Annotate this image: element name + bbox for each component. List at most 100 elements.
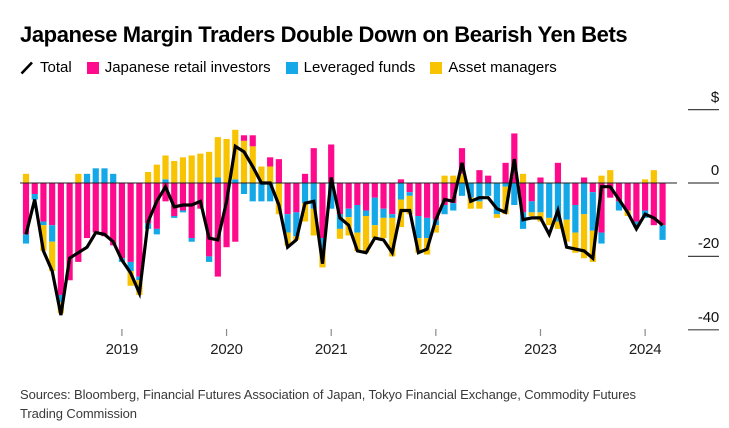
bar-segment (267, 183, 274, 202)
bar-segment (458, 173, 466, 183)
bar-segment (171, 183, 178, 217)
bar-segment (345, 208, 352, 218)
bar-segment (118, 183, 126, 259)
bar-segment (301, 203, 309, 222)
bar-segment (493, 214, 500, 218)
bar-segment (153, 183, 160, 229)
bar-segment (607, 183, 614, 198)
bar-segment (240, 135, 248, 141)
bar-segment (136, 276, 143, 281)
bar-segment (83, 173, 91, 183)
bar-segment (75, 173, 82, 183)
x-axis-label: 2023 (524, 341, 557, 358)
bar-segment (110, 183, 117, 246)
legend-label-asset: Asset managers (448, 59, 557, 76)
bar-segment (171, 160, 178, 183)
bar-segment (554, 183, 562, 222)
legend-item-asset: Asset managers (430, 59, 557, 76)
bar-segment (240, 183, 248, 195)
bar-segment (40, 183, 47, 222)
bar-segment (31, 183, 38, 195)
bar-segment (101, 183, 108, 237)
bar-segment (336, 228, 344, 239)
sources-note: Sources: Bloomberg, Financial Futures As… (20, 387, 636, 421)
bar-segment (153, 164, 160, 183)
bar-segment (659, 225, 666, 240)
bar-segment (354, 232, 361, 251)
bar-segment (389, 183, 396, 215)
bar-segment (362, 210, 370, 217)
bar-segment (171, 216, 178, 218)
bar-segment (127, 261, 134, 272)
bar-segment (197, 183, 204, 209)
bar-segment (380, 217, 387, 239)
bar-segment (49, 225, 56, 242)
bar-segment (580, 214, 588, 259)
bar-segment (537, 183, 544, 213)
bar-segment (284, 214, 291, 233)
bar-segment (450, 183, 457, 204)
bar-segment (371, 197, 378, 226)
bar-segment (511, 183, 518, 206)
x-axis-label: 2021 (314, 341, 348, 358)
bar-segment (598, 232, 605, 244)
bar-segment (57, 183, 64, 295)
bar-segment (188, 155, 195, 183)
bar-segment (432, 183, 439, 220)
y-axis-label: $ (710, 88, 719, 106)
bar-segment (162, 155, 169, 180)
bar-segment (485, 183, 492, 196)
bar-segment (249, 183, 256, 202)
bar-segment (354, 183, 361, 206)
bar-segment (232, 183, 239, 242)
bar-segment (589, 192, 596, 231)
bar-segment (188, 183, 195, 239)
retail-swatch-icon (86, 61, 99, 74)
bar-segment (450, 203, 457, 211)
bar-segment (572, 232, 579, 253)
bar-segment (528, 183, 535, 202)
bar-segment (92, 168, 99, 183)
bar-segment (572, 183, 579, 206)
chart-title: Japanese Margin Traders Double Down on B… (20, 22, 628, 47)
bar-segment (293, 183, 300, 213)
bar-segment (476, 170, 483, 183)
bar-segment (371, 225, 378, 239)
bar-segment (546, 217, 553, 226)
bar-segment (301, 183, 309, 204)
bar-segment (371, 183, 378, 198)
bar-segment (214, 183, 221, 277)
bar-segment (162, 179, 169, 183)
bar-segment (345, 183, 352, 209)
bar-segment (127, 183, 134, 262)
bar-segment (310, 183, 317, 209)
bar-segment (144, 183, 152, 224)
bar-segment (101, 168, 108, 183)
bar-segment (179, 157, 187, 183)
bar-segment (441, 183, 448, 206)
bar-segment (607, 170, 614, 183)
total-line (24, 143, 664, 316)
bar-segment (57, 294, 64, 303)
legend-label-total: Total (40, 59, 72, 76)
total-line-icon (20, 61, 34, 75)
bar-segment (83, 183, 91, 239)
bar-segment (49, 241, 56, 272)
legend-item-leveraged: Leveraged funds (285, 59, 415, 76)
bar-segment (249, 135, 256, 147)
bar-segment (615, 183, 623, 202)
bar-segment (563, 183, 570, 220)
bar-segment (650, 170, 657, 183)
x-axis-label: 2024 (628, 341, 662, 358)
bar-segment (136, 183, 143, 277)
bar-segment (580, 177, 588, 183)
bar-segment (223, 138, 230, 183)
legend-item-total: Total (20, 59, 72, 76)
bar-segment (406, 195, 413, 215)
bar-segment (40, 225, 47, 251)
bar-segment (415, 183, 422, 217)
bar-segment (127, 271, 134, 286)
bar-segment (66, 183, 73, 281)
bar-segment (40, 221, 47, 226)
asset-swatch-icon (430, 61, 443, 74)
